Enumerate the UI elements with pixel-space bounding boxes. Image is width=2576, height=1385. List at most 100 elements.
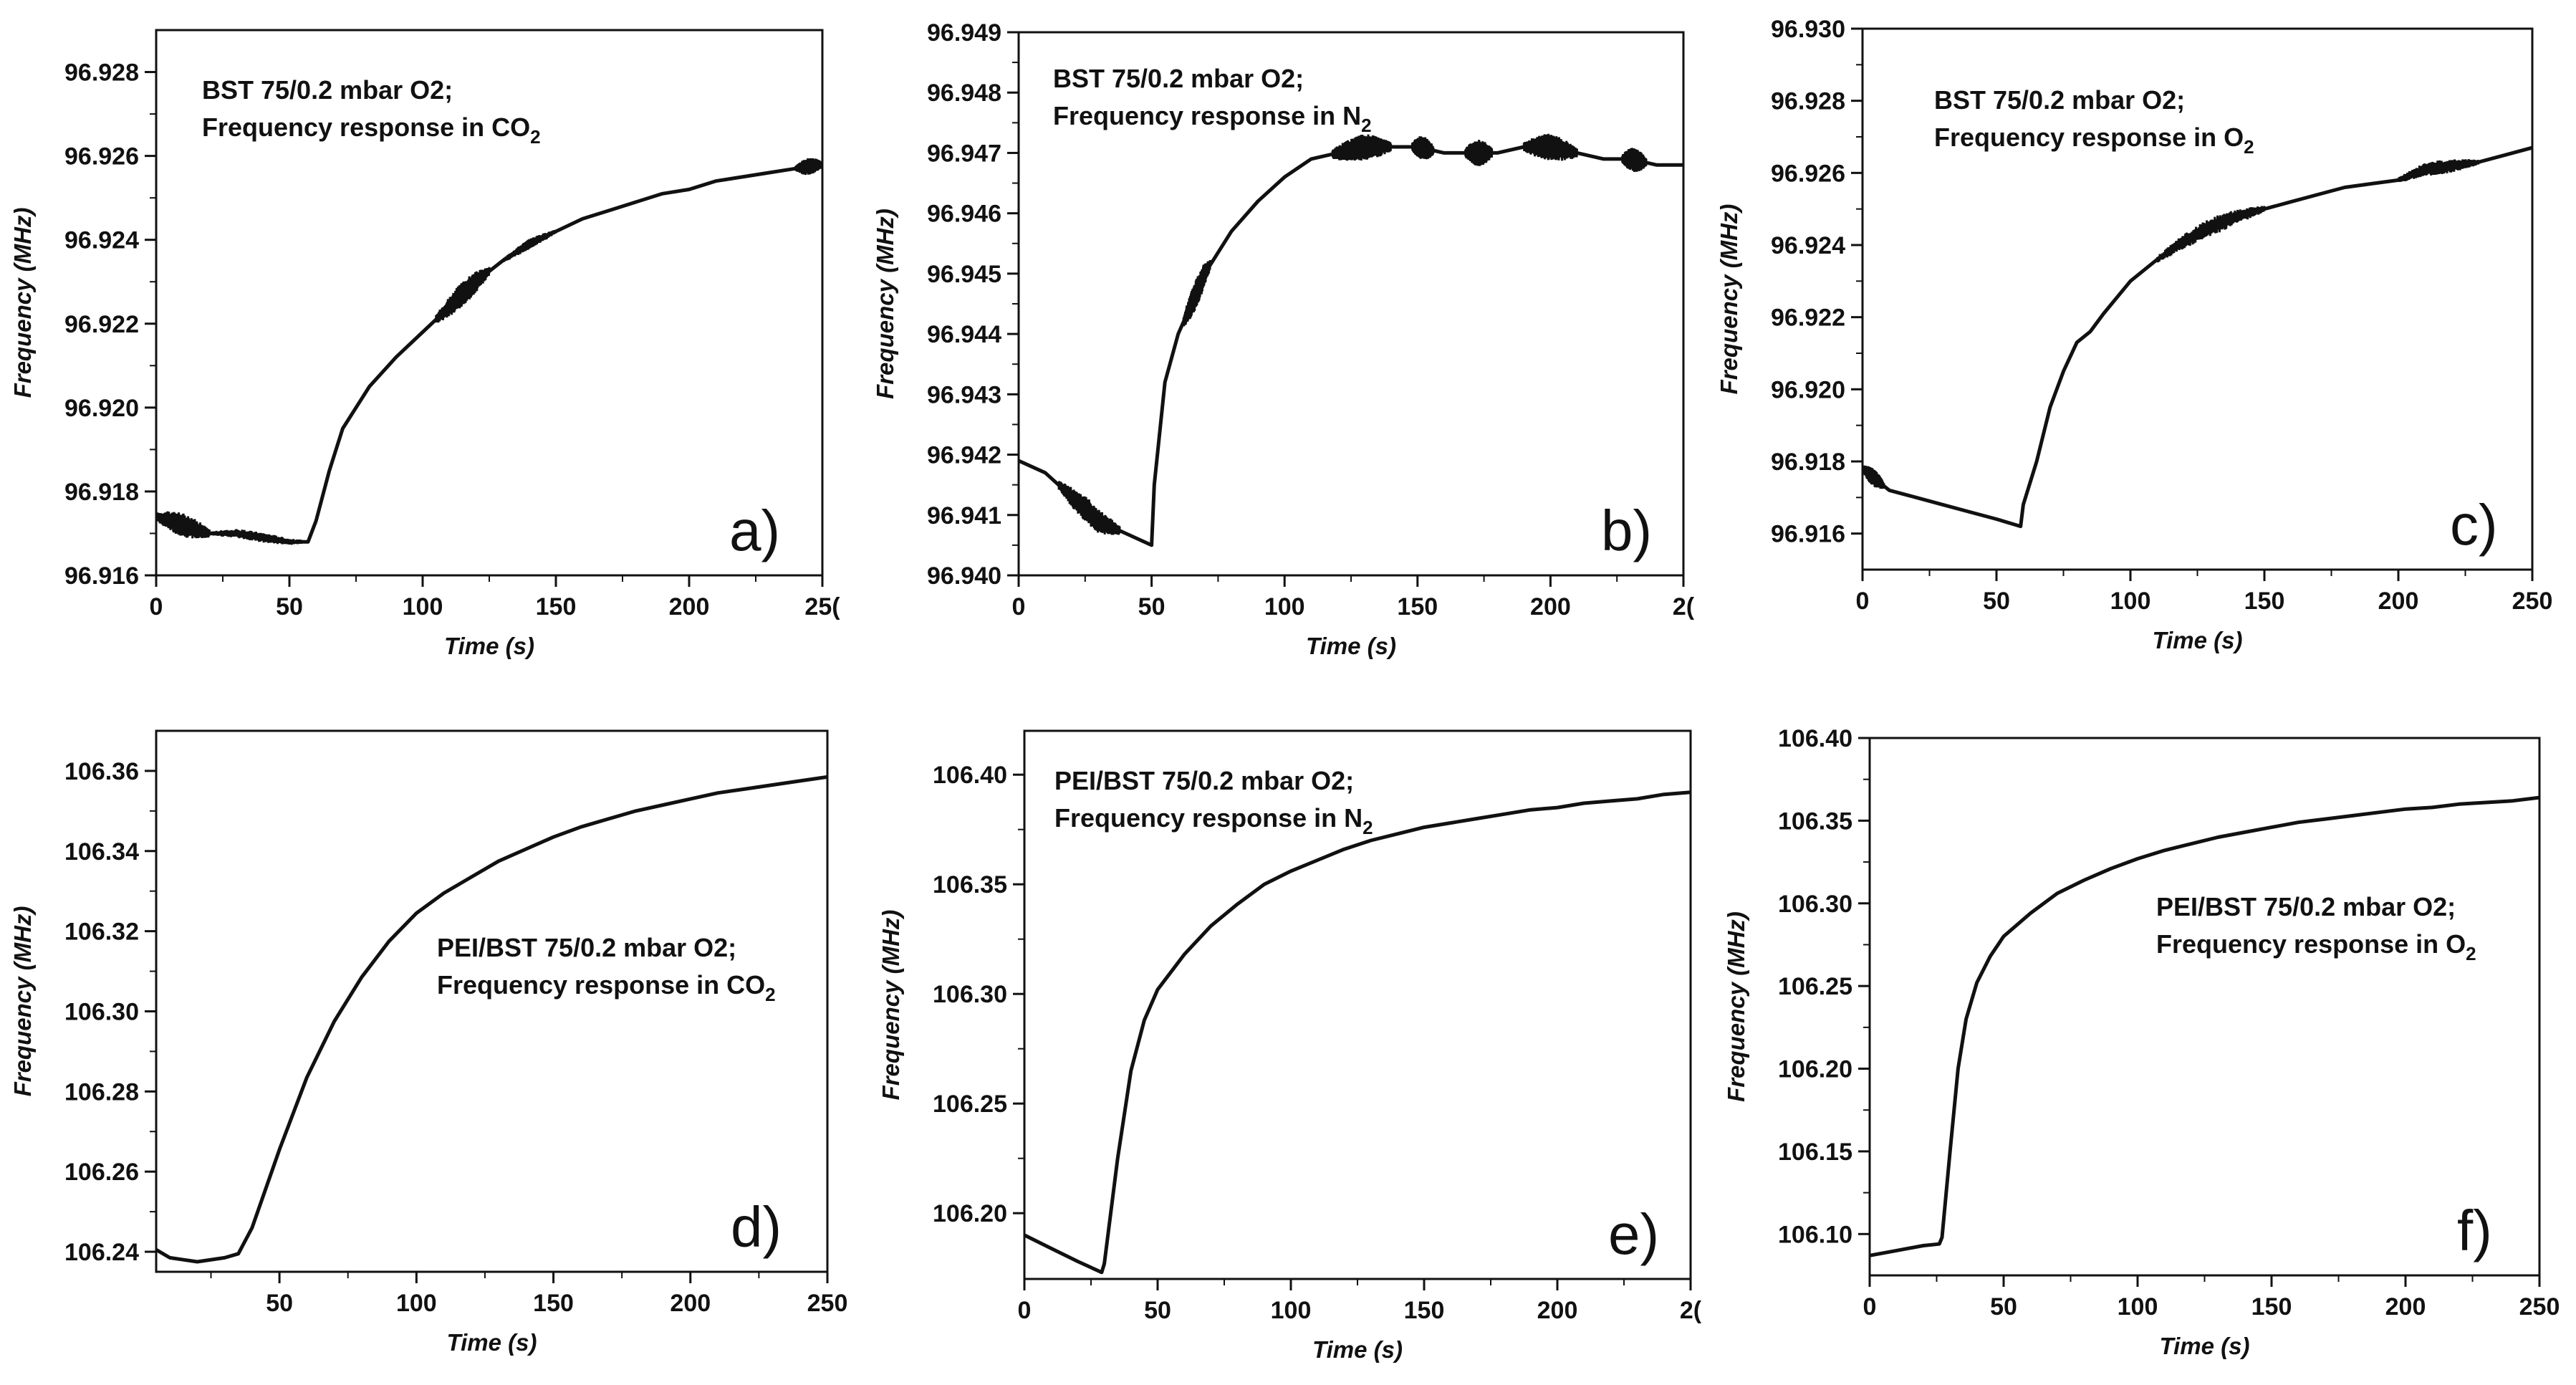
x-tick-label-e: 200 <box>1537 1297 1578 1324</box>
x-tick-label-a: 50 <box>276 593 303 620</box>
x-tick-label-f: 150 <box>2251 1293 2292 1321</box>
x-axis-title-d: Time (s) <box>447 1329 537 1356</box>
y-tick-label-f: 106.40 <box>1778 725 1852 752</box>
x-tick-label-f: 200 <box>2385 1293 2426 1321</box>
x-tick-label-a: 0 <box>150 593 163 620</box>
x-tick-label-b: 0 <box>1012 593 1026 620</box>
panel-d: 106.24 106.26 106.28 106.30 106.32 106.34 106.… <box>9 729 847 1356</box>
annotation-line-2-c: Frequency response in O2 <box>1934 123 2254 158</box>
panel-letter-f: f) <box>2457 1199 2492 1262</box>
series-line-b <box>1019 145 1683 547</box>
annotation-line-1-f: PEI/BST 75/0.2 mbar O2; <box>2156 892 2456 921</box>
annotation-line-2-e: Frequency response in N2 <box>1054 803 1373 838</box>
x-tick-label-d: 50 <box>266 1290 293 1317</box>
x-tick-label-e: 2( <box>1680 1297 1702 1324</box>
y-axis-title-a: Frequency (MHz) <box>9 208 36 398</box>
y-tick-label-c: 96.928 <box>1771 88 1845 115</box>
series-line-a <box>156 162 822 544</box>
annotation-line-1-e: PEI/BST 75/0.2 mbar O2; <box>1054 766 1354 795</box>
x-tick-label-d: 100 <box>396 1290 437 1317</box>
x-tick-label-a: 150 <box>536 593 577 620</box>
y-tick-label-c: 96.916 <box>1771 521 1845 548</box>
x-tick-label-f: 100 <box>2118 1293 2158 1321</box>
y-tick-label-b: 96.944 <box>927 321 1001 348</box>
y-axis-title-b: Frequency (MHz) <box>872 209 898 399</box>
y-axis-title-d: Frequency (MHz) <box>9 906 36 1097</box>
y-tick-label-e: 106.40 <box>933 762 1007 789</box>
x-tick-label-a: 100 <box>403 593 443 620</box>
y-tick-label-a: 96.922 <box>64 311 139 338</box>
x-tick-label-c: 0 <box>1856 588 1870 615</box>
x-tick-label-b: 100 <box>1264 593 1305 620</box>
series-line-e <box>1024 790 1691 1275</box>
x-tick-label-f: 250 <box>2519 1293 2560 1321</box>
panel-b: 96.940 96.941 96.942 96.943 96.944 96.945 96.9… <box>872 19 1695 659</box>
x-axis-title-b: Time (s) <box>1306 633 1396 659</box>
y-tick-label-b: 96.946 <box>927 201 1001 228</box>
y-tick-label-b: 96.945 <box>927 261 1001 288</box>
y-axis-title-c: Frequency (MHz) <box>1716 204 1742 395</box>
annotation-line-2-b: Frequency response in N2 <box>1053 101 1372 136</box>
annotation-line-2-d: Frequency response in CO2 <box>437 970 776 1005</box>
panel-e: 106.20 106.25 106.30 106.35 106.40 0 50 100 150 2… <box>878 729 1702 1363</box>
panel-letter-b: b) <box>1601 499 1652 562</box>
x-tick-label-e: 100 <box>1271 1297 1312 1324</box>
x-tick-label-e: 150 <box>1404 1297 1445 1324</box>
series-line-d <box>156 775 827 1264</box>
panel-f: 106.10 106.15 106.20 106.25 106.30 106.35 106.… <box>1723 725 2560 1359</box>
panel-a: 96.916 96.918 96.920 96.922 96.924 96.926 96.9… <box>9 29 840 659</box>
y-axis-title-e: Frequency (MHz) <box>878 910 904 1101</box>
y-tick-label-b: 96.943 <box>927 381 1001 408</box>
y-tick-label-f: 106.35 <box>1778 807 1852 835</box>
x-tick-label-b: 2( <box>1673 593 1695 620</box>
y-tick-label-f: 106.15 <box>1778 1139 1852 1166</box>
y-tick-label-a: 96.928 <box>64 59 139 87</box>
x-tick-label-c: 100 <box>2110 588 2151 615</box>
y-tick-label-f: 106.25 <box>1778 973 1852 1000</box>
y-tick-label-a: 96.926 <box>64 143 139 171</box>
y-tick-label-b: 96.940 <box>927 562 1001 590</box>
x-tick-label-d: 200 <box>670 1290 711 1317</box>
y-tick-label-e: 106.20 <box>933 1200 1007 1227</box>
x-tick-label-f: 0 <box>1863 1293 1877 1321</box>
y-tick-label-d: 106.30 <box>64 998 139 1025</box>
x-tick-label-a: 25( <box>804 593 840 620</box>
y-tick-label-e: 106.35 <box>933 871 1007 898</box>
annotation-line-1-b: BST 75/0.2 mbar O2; <box>1053 64 1304 93</box>
y-tick-label-b: 96.949 <box>927 19 1001 47</box>
y-tick-label-c: 96.922 <box>1771 305 1845 332</box>
panel-letter-e: e) <box>1608 1202 1659 1266</box>
y-tick-label-c: 96.926 <box>1771 160 1845 187</box>
x-tick-label-f: 50 <box>1990 1293 2017 1321</box>
panel-letter-d: d) <box>731 1195 782 1259</box>
annotation-line-1-d: PEI/BST 75/0.2 mbar O2; <box>437 933 736 962</box>
x-axis-title-f: Time (s) <box>2160 1333 2250 1359</box>
noise-band-b <box>1331 134 1393 161</box>
y-tick-label-e: 106.30 <box>933 981 1007 1008</box>
series-line-c <box>1863 145 2532 529</box>
y-tick-label-d: 106.26 <box>64 1159 139 1186</box>
y-tick-label-a: 96.918 <box>64 479 139 506</box>
y-tick-label-e: 106.25 <box>933 1091 1007 1118</box>
y-tick-label-f: 106.30 <box>1778 891 1852 918</box>
panel-letter-a: a) <box>729 499 780 562</box>
x-tick-label-c: 150 <box>2244 588 2285 615</box>
annotation-line-1-c: BST 75/0.2 mbar O2; <box>1934 85 2185 115</box>
y-tick-label-a: 96.924 <box>64 227 139 254</box>
plot-frame-d <box>155 729 829 1273</box>
y-tick-label-c: 96.930 <box>1771 16 1845 43</box>
y-tick-label-f: 106.20 <box>1778 1056 1852 1083</box>
x-tick-label-b: 50 <box>1138 593 1166 620</box>
annotation-line-2-f: Frequency response in O2 <box>2156 929 2476 964</box>
x-tick-label-a: 200 <box>669 593 710 620</box>
y-tick-label-d: 106.36 <box>64 758 139 785</box>
x-axis-title-c: Time (s) <box>2153 627 2243 653</box>
y-tick-label-b: 96.948 <box>927 80 1001 107</box>
y-tick-label-d: 106.28 <box>64 1078 139 1106</box>
x-tick-label-c: 200 <box>2378 588 2419 615</box>
x-axis-title-a: Time (s) <box>444 633 534 659</box>
x-tick-label-e: 0 <box>1018 1297 1032 1324</box>
y-tick-label-d: 106.32 <box>64 919 139 946</box>
